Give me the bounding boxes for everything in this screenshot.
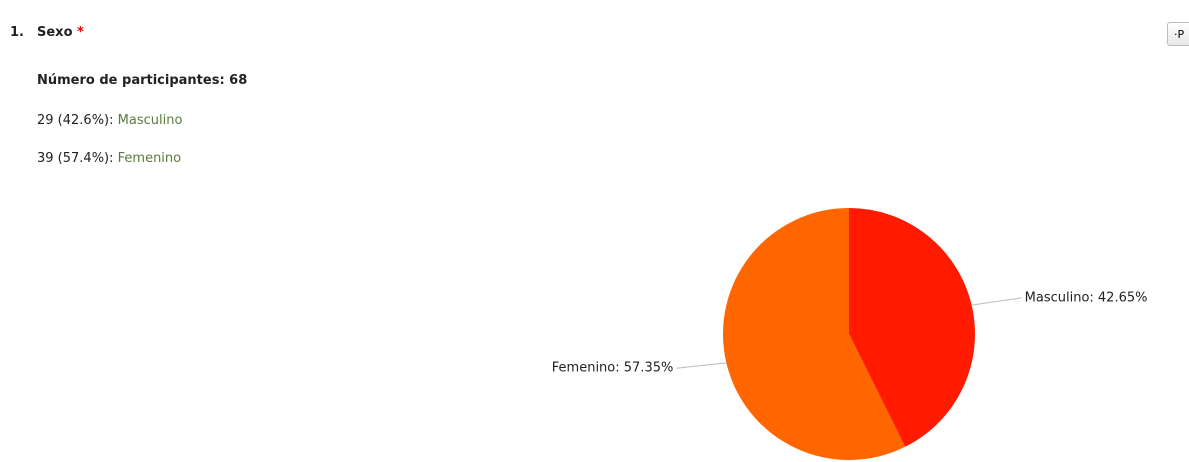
- response-label: Masculino: [117, 113, 183, 128]
- response-label: Femenino: [117, 151, 182, 166]
- response: 39 (57.4%): Femenino: [37, 151, 181, 166]
- pie-slice: [849, 208, 976, 447]
- pie-slice: [723, 208, 906, 461]
- participants: Número de participantes: 68: [37, 73, 248, 88]
- slice-label: Femenino: 57.35%: [552, 361, 674, 376]
- response: 29 (42.6%): Masculino: [37, 113, 182, 128]
- title-text: Sexo: [37, 25, 73, 40]
- required-mark: *: [77, 25, 84, 40]
- leader-line: [971, 297, 1022, 306]
- button[interactable]: ·P: [1167, 22, 1189, 46]
- question-title: Sexo *: [37, 25, 84, 40]
- question-number: 1.: [10, 25, 24, 40]
- response-count: 39 (57.4%):: [37, 151, 114, 166]
- slice-label: Masculino: 42.65%: [1025, 290, 1148, 305]
- leader-line: [676, 362, 727, 369]
- response-count: 29 (42.6%):: [37, 113, 114, 128]
